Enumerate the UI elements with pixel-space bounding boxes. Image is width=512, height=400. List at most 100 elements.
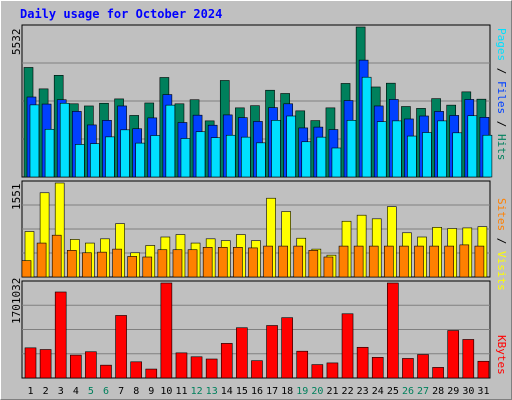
x-tick-label-day-8: 8 [133,386,139,397]
bar-pages-day-31 [482,134,493,178]
x-tick-label-day-9: 9 [148,386,154,397]
bar-kbytes-day-1 [24,347,37,379]
x-tick-label-day-24: 24 [372,386,384,397]
bar-kbytes-day-7 [115,315,127,379]
bar-pages-day-26 [407,135,417,178]
bar-pages-day-20 [316,136,327,178]
bar-pages-day-29 [452,132,463,178]
bar-pages-day-15 [241,136,251,178]
legend-visits: Visits [495,251,508,291]
bar-kbytes-day-10 [160,282,173,379]
x-tick-label-day-28: 28 [432,386,444,397]
bar-kbytes-day-3 [54,291,67,379]
bar-kbytes-day-20 [311,364,324,379]
bar-sites-day-7 [112,248,122,278]
bar-sites-day-3 [51,234,62,278]
bar-kbytes-day-14 [220,343,233,379]
x-tick-label-day-27: 27 [417,386,429,397]
bar-pages-day-24 [376,121,387,178]
x-tick-label-day-12: 12 [191,386,203,397]
bar-sites-day-15 [233,247,243,278]
x-tick-label-day-14: 14 [221,386,233,397]
bar-sites-day-8 [127,256,137,278]
x-tick-label-day-31: 31 [477,386,489,397]
bar-kbytes-day-24 [371,357,384,379]
bar-kbytes-day-19 [296,350,309,379]
bar-pages-day-16 [256,142,266,178]
bar-kbytes-day-18 [281,317,293,379]
bar-sites-day-2 [36,242,47,278]
legend-files: Files [495,81,508,115]
x-tick-label-day-13: 13 [206,386,218,397]
legend-kbytes: KBytes [495,335,508,375]
x-tick-label-day-15: 15 [236,386,248,397]
bar-kbytes-day-30 [462,339,475,379]
x-tick-label-day-18: 18 [281,386,293,397]
bar-sites-day-26 [399,245,409,278]
x-tick-label-day-2: 2 [43,386,49,397]
bar-pages-day-22 [346,120,357,178]
panel2-max-label: 1551 [10,183,23,211]
panel1-legend: Pages / Files / Hits [495,28,508,161]
bar-pages-day-13 [210,137,221,178]
bar-kbytes-day-31 [477,360,490,379]
bar-sites-day-27 [414,245,424,278]
bar-sites-day-23 [353,245,364,278]
bar-sites-day-20 [308,250,319,278]
bar-sites-day-14 [217,247,228,278]
bar-pages-day-3 [59,102,70,178]
bar-sites-day-4 [66,250,77,278]
legend-pages: Pages [495,28,508,62]
bar-pages-day-9 [150,135,161,178]
bar-kbytes-day-22 [341,313,354,379]
legend-hits: Hits [495,134,508,161]
bar-pages-day-11 [180,138,191,178]
bar-pages-day-2 [44,128,55,178]
x-tick-label-day-6: 6 [103,386,109,397]
x-tick-label-day-5: 5 [88,386,94,397]
x-tick-label-day-21: 21 [326,386,338,397]
bar-sites-day-22 [338,245,349,278]
bar-kbytes-day-25 [387,282,399,379]
bar-sites-day-25 [384,245,394,278]
bar-pages-day-4 [74,144,85,178]
bar-pages-day-10 [165,104,176,178]
bar-pages-day-21 [331,147,342,178]
bar-sites-day-9 [142,256,153,278]
bar-kbytes-day-12 [190,356,203,379]
bar-sites-day-30 [459,244,470,278]
bar-kbytes-day-21 [326,362,339,379]
panel2-legend: Sites / Visits [495,198,508,291]
bar-pages-day-14 [225,134,236,178]
bar-pages-day-1 [29,104,40,178]
bar-pages-day-18 [286,115,296,178]
x-tick-label-day-11: 11 [175,386,187,397]
x-tick-label-day-4: 4 [73,386,79,397]
panel3-legend: KBytes [495,335,508,375]
bar-kbytes-day-5 [85,351,97,379]
bar-pages-day-25 [392,120,402,178]
bar-kbytes-day-4 [69,354,82,379]
bar-kbytes-day-28 [432,367,444,379]
bar-sites-day-17 [263,245,273,278]
legend-sites: Sites [495,198,508,232]
bar-sites-day-24 [368,245,379,278]
bar-sites-day-13 [202,247,213,278]
x-tick-label-day-22: 22 [342,386,354,397]
bar-kbytes-day-15 [236,327,248,379]
bar-sites-day-19 [293,245,304,278]
x-tick-label-day-30: 30 [462,386,474,397]
bar-pages-day-28 [437,120,447,178]
x-tick-label-day-10: 10 [160,386,172,397]
bar-sites-day-29 [444,245,455,278]
bar-kbytes-day-23 [356,346,369,379]
bar-sites-day-31 [474,245,485,278]
x-tick-label-day-23: 23 [357,386,369,397]
x-tick-label-day-17: 17 [266,386,278,397]
x-tick-label-day-25: 25 [387,386,399,397]
bar-kbytes-day-13 [205,358,218,379]
bar-kbytes-day-26 [402,358,414,379]
bar-sites-day-12 [187,249,198,278]
x-tick-label-day-7: 7 [118,386,124,397]
